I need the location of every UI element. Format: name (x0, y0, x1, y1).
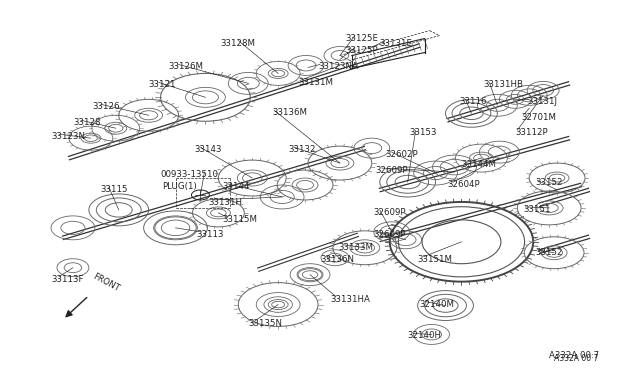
Text: 33131E: 33131E (380, 39, 413, 48)
Text: 33133M: 33133M (338, 243, 373, 252)
Text: 33136N: 33136N (320, 255, 354, 264)
Text: 32140M: 32140M (420, 299, 454, 309)
Text: 33144M: 33144M (461, 160, 497, 169)
Text: 33112P: 33112P (515, 128, 548, 137)
Text: 33125P: 33125P (345, 45, 378, 55)
Text: 33125E: 33125E (345, 33, 378, 42)
Text: 33131HA: 33131HA (330, 295, 370, 304)
Text: 33136M: 33136M (272, 108, 307, 117)
Text: 33131J: 33131J (527, 97, 557, 106)
Text: 33144: 33144 (222, 182, 250, 191)
Text: 33152: 33152 (535, 248, 563, 257)
Text: 32609P: 32609P (374, 230, 406, 239)
Text: 33113F: 33113F (51, 275, 83, 284)
Text: 33123NA: 33123NA (318, 62, 358, 71)
Text: 33116: 33116 (460, 97, 487, 106)
Text: PLUG(1): PLUG(1) (163, 182, 197, 191)
Text: 33128: 33128 (73, 118, 100, 127)
Text: 32602P: 32602P (386, 150, 419, 159)
Text: 32604P: 32604P (447, 180, 480, 189)
Text: A332A 00·7: A332A 00·7 (549, 352, 599, 360)
Text: 33151M: 33151M (418, 255, 452, 264)
Text: 33121: 33121 (148, 80, 176, 89)
Text: 33123N: 33123N (51, 132, 85, 141)
Text: 32609P: 32609P (376, 166, 408, 175)
Text: 33126: 33126 (93, 102, 120, 111)
Text: 33131H: 33131H (209, 198, 243, 207)
Text: 32609P: 32609P (374, 208, 406, 217)
Text: 32140H: 32140H (408, 331, 442, 340)
Text: 33151: 33151 (524, 205, 551, 214)
Text: 33115M: 33115M (222, 215, 257, 224)
Text: 33135N: 33135N (248, 320, 282, 328)
Text: 00933-13510: 00933-13510 (161, 170, 219, 179)
Text: 33126M: 33126M (168, 62, 204, 71)
Text: A332A 00·7: A332A 00·7 (554, 355, 598, 363)
Text: 33128M: 33128M (221, 39, 256, 48)
Text: 32701M: 32701M (521, 113, 556, 122)
Text: 33132: 33132 (288, 145, 316, 154)
Text: FRONT: FRONT (91, 272, 120, 294)
Text: 33152: 33152 (535, 178, 563, 187)
Text: 33115: 33115 (101, 185, 129, 194)
Text: 33113: 33113 (196, 230, 224, 239)
Text: 33131HB: 33131HB (483, 80, 524, 89)
Text: 33143: 33143 (195, 145, 222, 154)
Text: 33131M: 33131M (298, 78, 333, 87)
Text: 33153: 33153 (410, 128, 437, 137)
